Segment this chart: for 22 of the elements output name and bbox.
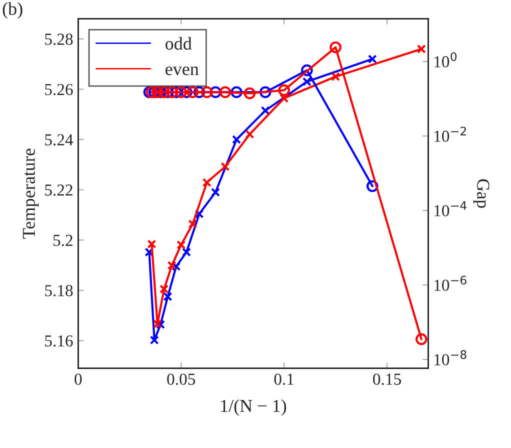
x-tick-label: 0 bbox=[74, 374, 82, 385]
y-tick-label: 5.28 bbox=[45, 34, 73, 45]
y2-tick-label: 10$^{−8}$ bbox=[434, 350, 466, 366]
y-tick-label: 5.18 bbox=[45, 285, 73, 296]
text: (b) bbox=[2, 2, 22, 19]
x-axis-title: 1/(N − 1) bbox=[221, 399, 286, 416]
y2-tick-label: 10$^{0}$ bbox=[434, 52, 457, 68]
legend-label: even bbox=[166, 66, 199, 76]
y-tick-label: 5.2 bbox=[53, 234, 72, 246]
y-tick-label: 5.22 bbox=[45, 184, 72, 196]
y2-tick-label: 10$^{−2}$ bbox=[434, 126, 466, 142]
x-tick-label: 0.1 bbox=[274, 374, 294, 385]
y-tick-label: 5.16 bbox=[45, 335, 73, 347]
x-tick-label: 0.05 bbox=[167, 374, 196, 385]
y2-tick-label: 10$^{−6}$ bbox=[434, 276, 466, 291]
legend-label: odd bbox=[166, 36, 192, 50]
y-tick-label: 5.24 bbox=[45, 134, 74, 146]
y-tick-label: 5.26 bbox=[45, 84, 73, 96]
y2-tick-label: 10$^{−4}$ bbox=[434, 201, 466, 216]
x-tick-label: 0.15 bbox=[373, 374, 401, 385]
y2-axis-title: Gap bbox=[473, 179, 490, 208]
y-axis-title: Temperature bbox=[22, 148, 39, 239]
